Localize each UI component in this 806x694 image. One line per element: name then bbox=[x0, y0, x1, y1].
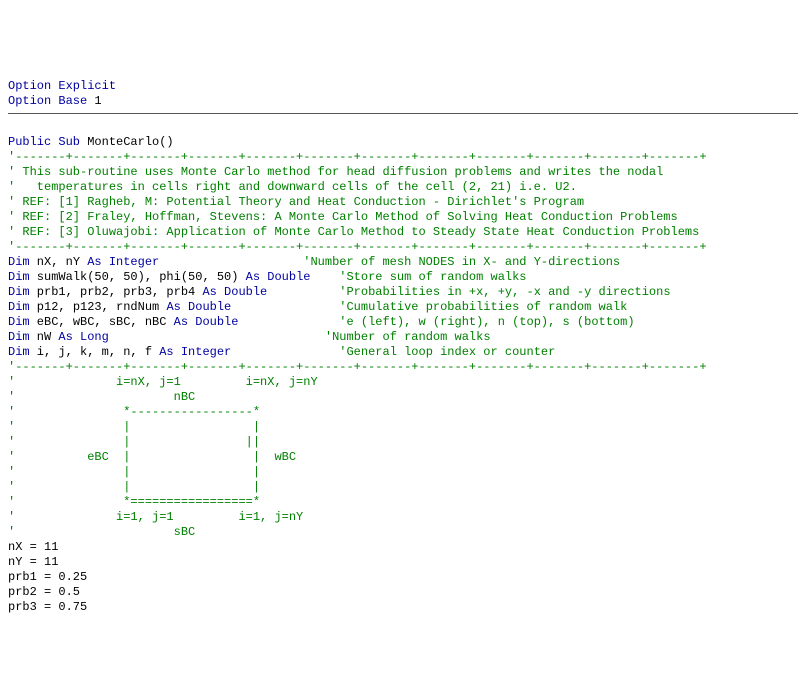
diagram-7: ' | | bbox=[8, 465, 260, 479]
dim-as-3: As Double bbox=[166, 300, 231, 314]
assign-0: nX = 11 bbox=[8, 540, 58, 554]
val-base: 1 bbox=[87, 94, 101, 108]
diagram-2: ' nBC bbox=[8, 390, 195, 404]
dim-pad-1 bbox=[310, 270, 339, 284]
separator-line bbox=[8, 113, 798, 114]
code-view: Option Explicit Option Base 1 Public Sub… bbox=[8, 64, 798, 615]
dim-kw-0: Dim bbox=[8, 255, 30, 269]
diagram-11: ' sBC bbox=[8, 525, 195, 539]
dim-pad-3 bbox=[231, 300, 339, 314]
cmt-hr2: '-------+-------+-------+-------+-------… bbox=[8, 240, 707, 254]
dim-as-6: As Integer bbox=[159, 345, 231, 359]
diagram-9: ' *=================* bbox=[8, 495, 260, 509]
diagram-0: '-------+-------+-------+-------+-------… bbox=[8, 360, 707, 374]
kw-option-explicit: Option Explicit bbox=[8, 79, 116, 93]
kw-option-base: Option Base bbox=[8, 94, 87, 108]
dim-cmt-1: 'Store sum of random walks bbox=[339, 270, 526, 284]
dim-cmt-0: 'Number of mesh NODES in X- and Y-direct… bbox=[303, 255, 620, 269]
dim-pad-5 bbox=[109, 330, 325, 344]
dim-vars-2: prb1, prb2, prb3, prb4 bbox=[30, 285, 203, 299]
sub-name: MonteCarlo() bbox=[80, 135, 174, 149]
dim-vars-5: nW bbox=[30, 330, 59, 344]
assign-3: prb2 = 0.5 bbox=[8, 585, 80, 599]
cmt-desc1: ' This sub-routine uses Monte Carlo meth… bbox=[8, 165, 663, 179]
dim-vars-0: nX, nY bbox=[30, 255, 88, 269]
dim-pad-6 bbox=[231, 345, 339, 359]
cmt-hr1: '-------+-------+-------+-------+-------… bbox=[8, 150, 707, 164]
dim-kw-4: Dim bbox=[8, 315, 30, 329]
dim-pad-4 bbox=[238, 315, 339, 329]
dim-kw-2: Dim bbox=[8, 285, 30, 299]
dim-vars-1: sumWalk(50, 50), phi(50, 50) bbox=[30, 270, 246, 284]
kw-public-sub: Public Sub bbox=[8, 135, 80, 149]
diagram-6: ' eBC | | wBC bbox=[8, 450, 296, 464]
diagram-10: ' i=1, j=1 i=1, j=nY bbox=[8, 510, 303, 524]
diagram-4: ' | | bbox=[8, 420, 260, 434]
dim-vars-4: eBC, wBC, sBC, nBC bbox=[30, 315, 174, 329]
dim-kw-1: Dim bbox=[8, 270, 30, 284]
dim-cmt-2: 'Probabilities in +x, +y, -x and -y dire… bbox=[339, 285, 670, 299]
dim-as-2: As Double bbox=[202, 285, 267, 299]
cmt-ref3: ' REF: [3] Oluwajobi: Application of Mon… bbox=[8, 225, 699, 239]
diagram-3: ' *-----------------* bbox=[8, 405, 260, 419]
dim-kw-5: Dim bbox=[8, 330, 30, 344]
dim-vars-6: i, j, k, m, n, f bbox=[30, 345, 160, 359]
dim-cmt-6: 'General loop index or counter bbox=[339, 345, 555, 359]
dim-as-5: As Long bbox=[58, 330, 108, 344]
assign-4: prb3 = 0.75 bbox=[8, 600, 87, 614]
dim-as-0: As Integer bbox=[87, 255, 159, 269]
assign-1: nY = 11 bbox=[8, 555, 58, 569]
dim-as-4: As Double bbox=[174, 315, 239, 329]
dim-cmt-4: 'e (left), w (right), n (top), s (bottom… bbox=[339, 315, 634, 329]
dim-as-1: As Double bbox=[246, 270, 311, 284]
diagram-5: ' | || bbox=[8, 435, 260, 449]
diagram-1: ' i=nX, j=1 i=nX, j=nY bbox=[8, 375, 318, 389]
dim-cmt-5: 'Number of random walks bbox=[325, 330, 491, 344]
diagram-8: ' | | bbox=[8, 480, 260, 494]
assign-2: prb1 = 0.25 bbox=[8, 570, 87, 584]
cmt-ref2: ' REF: [2] Fraley, Hoffman, Stevens: A M… bbox=[8, 210, 678, 224]
dim-cmt-3: 'Cumulative probabilities of random walk bbox=[339, 300, 627, 314]
dim-kw-6: Dim bbox=[8, 345, 30, 359]
dim-vars-3: p12, p123, rndNum bbox=[30, 300, 167, 314]
cmt-desc2: ' temperatures in cells right and downwa… bbox=[8, 180, 577, 194]
dim-pad-0 bbox=[159, 255, 303, 269]
dim-pad-2 bbox=[267, 285, 339, 299]
dim-kw-3: Dim bbox=[8, 300, 30, 314]
cmt-ref1: ' REF: [1] Ragheb, M: Potential Theory a… bbox=[8, 195, 584, 209]
